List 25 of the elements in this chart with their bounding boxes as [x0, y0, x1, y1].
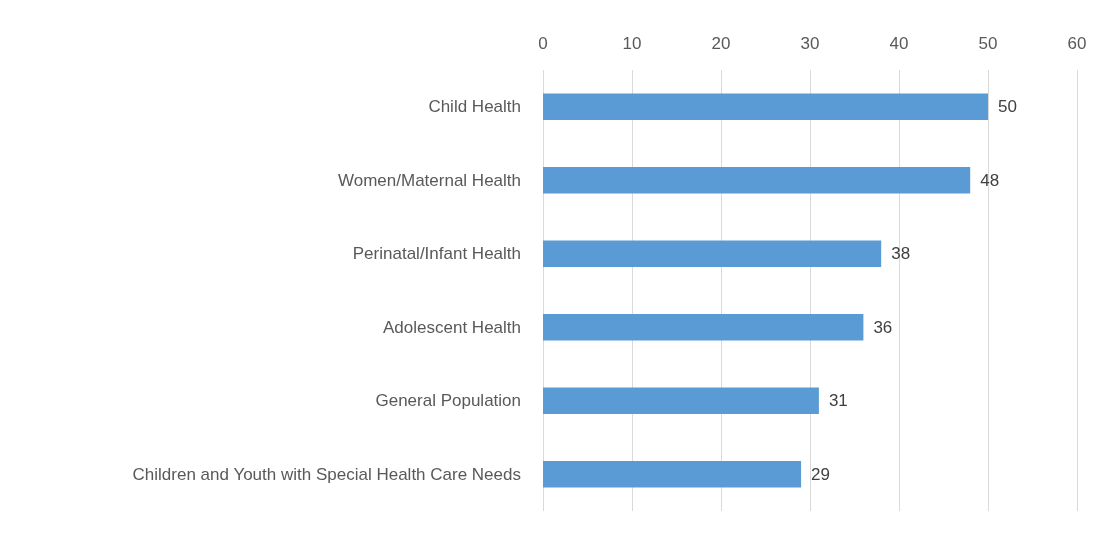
data-label: 31: [828, 391, 848, 411]
y-tick-label: Child Health: [428, 97, 521, 117]
bar: [543, 167, 971, 194]
y-tick-label: Women/Maternal Health: [338, 170, 521, 190]
y-tick-label: Adolescent Health: [383, 317, 521, 337]
bar: [543, 240, 882, 267]
y-tick-label: General Population: [375, 391, 521, 411]
x-tick-label: 0: [538, 34, 548, 53]
x-tick-label: 10: [622, 34, 642, 53]
bar: [543, 314, 864, 341]
data-label: 38: [891, 244, 911, 264]
data-label: 36: [873, 317, 893, 337]
bar: [543, 387, 819, 414]
x-tick-label: 60: [1067, 34, 1087, 53]
x-tick-label: 50: [978, 34, 998, 53]
bar: [543, 93, 988, 120]
bar: [543, 461, 802, 488]
data-label: 29: [811, 464, 831, 484]
data-label: 48: [980, 170, 1000, 190]
x-tick-label: 40: [889, 34, 909, 53]
y-tick-label: Children and Youth with Special Health Care Needs: [132, 464, 521, 484]
y-tick-label: Perinatal/Infant Health: [352, 244, 521, 264]
x-tick-label: 20: [711, 34, 731, 53]
x-tick-label: 30: [800, 34, 820, 53]
data-label: 50: [998, 97, 1017, 117]
